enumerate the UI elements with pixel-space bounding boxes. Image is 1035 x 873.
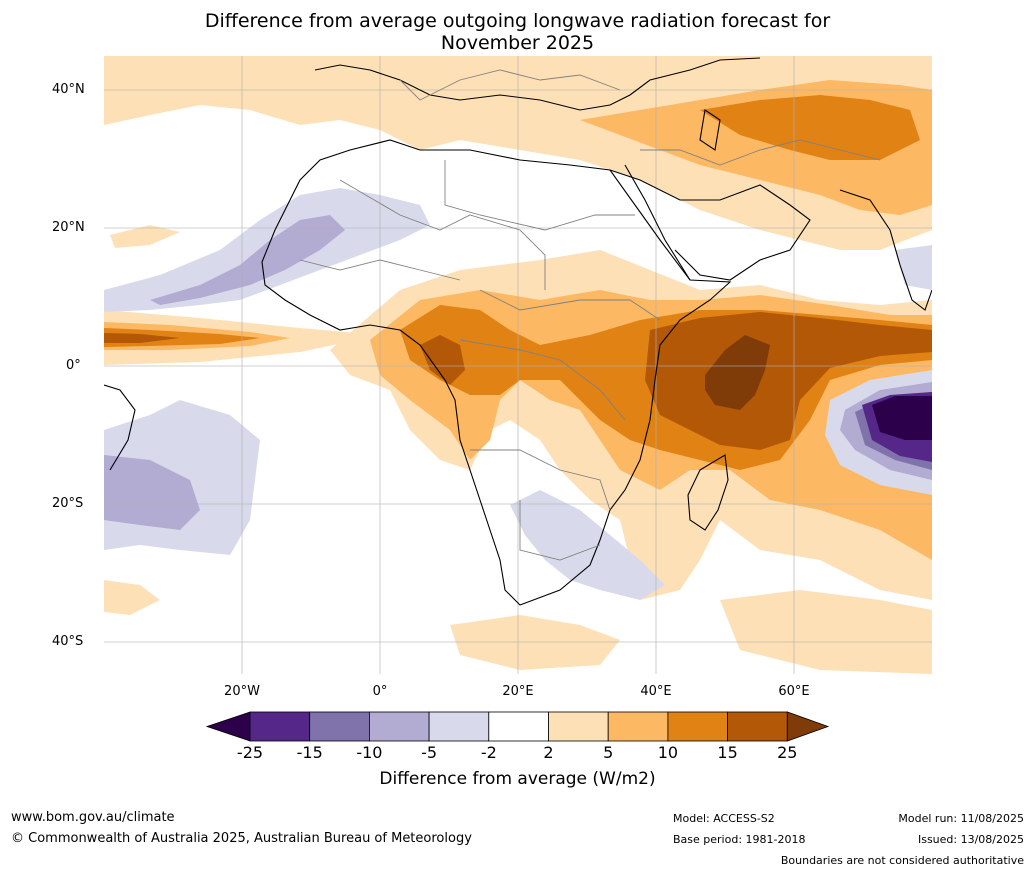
anomaly-region-south-light-orange — [450, 615, 620, 670]
anomaly-region-central-africa-brown — [420, 335, 465, 385]
graticule — [104, 56, 932, 674]
colorbar-segment — [249, 711, 311, 742]
anomaly-region-indian-ocean-core — [705, 335, 770, 410]
title-line-2: November 2025 — [440, 32, 595, 54]
anomaly-region-se-indian-ocean-core — [872, 396, 932, 440]
lon-label-60e: 60°E — [778, 684, 810, 699]
colorbar-tick-label: 2 — [543, 743, 554, 762]
colorbar-segment — [428, 711, 490, 742]
title-line-1: Difference from average outgoing longwav… — [204, 10, 831, 32]
colorbar-tick-label: 5 — [603, 743, 614, 762]
border-central-africa — [479, 289, 661, 321]
south-america-coastline — [104, 384, 136, 471]
lat-label-40s: 40°S — [52, 634, 84, 649]
border-southern-africa — [470, 449, 611, 511]
anomaly-region-atlantic-brown — [104, 333, 180, 343]
anomaly-region-middle-east-dark-orange — [700, 95, 920, 160]
anomaly-region-south-atlantic-purple — [104, 455, 200, 530]
anomaly-region-sw-light-orange — [104, 580, 160, 615]
colorbar-segment — [488, 711, 549, 742]
colorbar-extend-low — [205, 711, 251, 742]
colorbar-extend-high — [786, 711, 830, 742]
colorbar-tick-label: -10 — [356, 743, 383, 762]
coastlines — [104, 57, 932, 606]
colorbar-tick-label: 15 — [717, 743, 738, 762]
colorbar-tick-label: -25 — [236, 743, 264, 762]
colorbar-segment — [309, 711, 370, 742]
border-north-africa-2 — [444, 160, 635, 231]
lat-label-20n: 20°N — [52, 220, 85, 235]
footer-model-run: Model run: 11/08/2025 — [898, 812, 1024, 825]
caspian-coastline — [699, 109, 721, 151]
footer-base-period: Base period: 1981-2018 — [673, 833, 806, 846]
footer-model: Model: ACCESS-S2 — [673, 812, 775, 825]
border-europe — [399, 69, 621, 101]
colorbar-tick-label: -15 — [296, 743, 323, 762]
lat-label-40n: 40°N — [52, 82, 85, 97]
colorbar-segment — [607, 711, 669, 742]
anomaly-region-se-light-orange — [720, 590, 932, 674]
colorbar-title: Difference from average (W/m2) — [379, 769, 656, 789]
madagascar-coastline — [687, 454, 729, 531]
red-sea-coastline — [624, 164, 691, 281]
colorbar-tick-label: 10 — [657, 743, 679, 762]
colorbar-tick-label: -2 — [480, 743, 497, 762]
footer-disclaimer: Boundaries are not considered authoritat… — [780, 854, 1024, 867]
colorbar-tick-label: 25 — [777, 743, 798, 762]
anomaly-region-indian-ocean-brown — [645, 312, 932, 450]
lon-label-20w: 20°W — [224, 684, 260, 699]
colorbar-segment — [727, 711, 788, 742]
anomaly-region-southern-africa-lilac — [510, 490, 665, 600]
border-central-africa-2 — [459, 339, 626, 421]
border-middle-east — [640, 139, 881, 166]
lat-label-20s: 20°S — [52, 496, 84, 511]
map-title: Difference from average outgoing longwav… — [0, 10, 1035, 54]
colorbar-segment — [667, 711, 729, 742]
colorbar-segment — [548, 711, 609, 742]
border-west-africa — [299, 259, 461, 281]
colorbar-segment — [368, 711, 430, 742]
africa-coastline — [261, 139, 732, 606]
lon-label-20e: 20°E — [502, 684, 534, 699]
india-coastline — [839, 189, 932, 311]
footer-url: www.bom.gov.au/climate — [11, 810, 175, 825]
lon-label-40e: 40°E — [640, 684, 672, 699]
footer-issued: Issued: 13/08/2025 — [917, 833, 1024, 846]
footer-copyright: © Commonwealth of Australia 2025, Austra… — [11, 831, 472, 846]
border-southern-africa-2 — [519, 500, 601, 561]
anomaly-region-atlantic-light-orange — [110, 225, 180, 248]
europe-coastline — [314, 57, 761, 111]
arabia-coastline — [609, 169, 811, 281]
country-borders — [299, 69, 881, 561]
anomaly-region-west-africa-purple — [150, 215, 345, 305]
lat-label-0: 0° — [66, 358, 81, 373]
border-north-africa-1 — [339, 179, 546, 290]
colorbar-tick-label: -5 — [421, 743, 438, 762]
lon-label-0: 0° — [372, 684, 388, 699]
